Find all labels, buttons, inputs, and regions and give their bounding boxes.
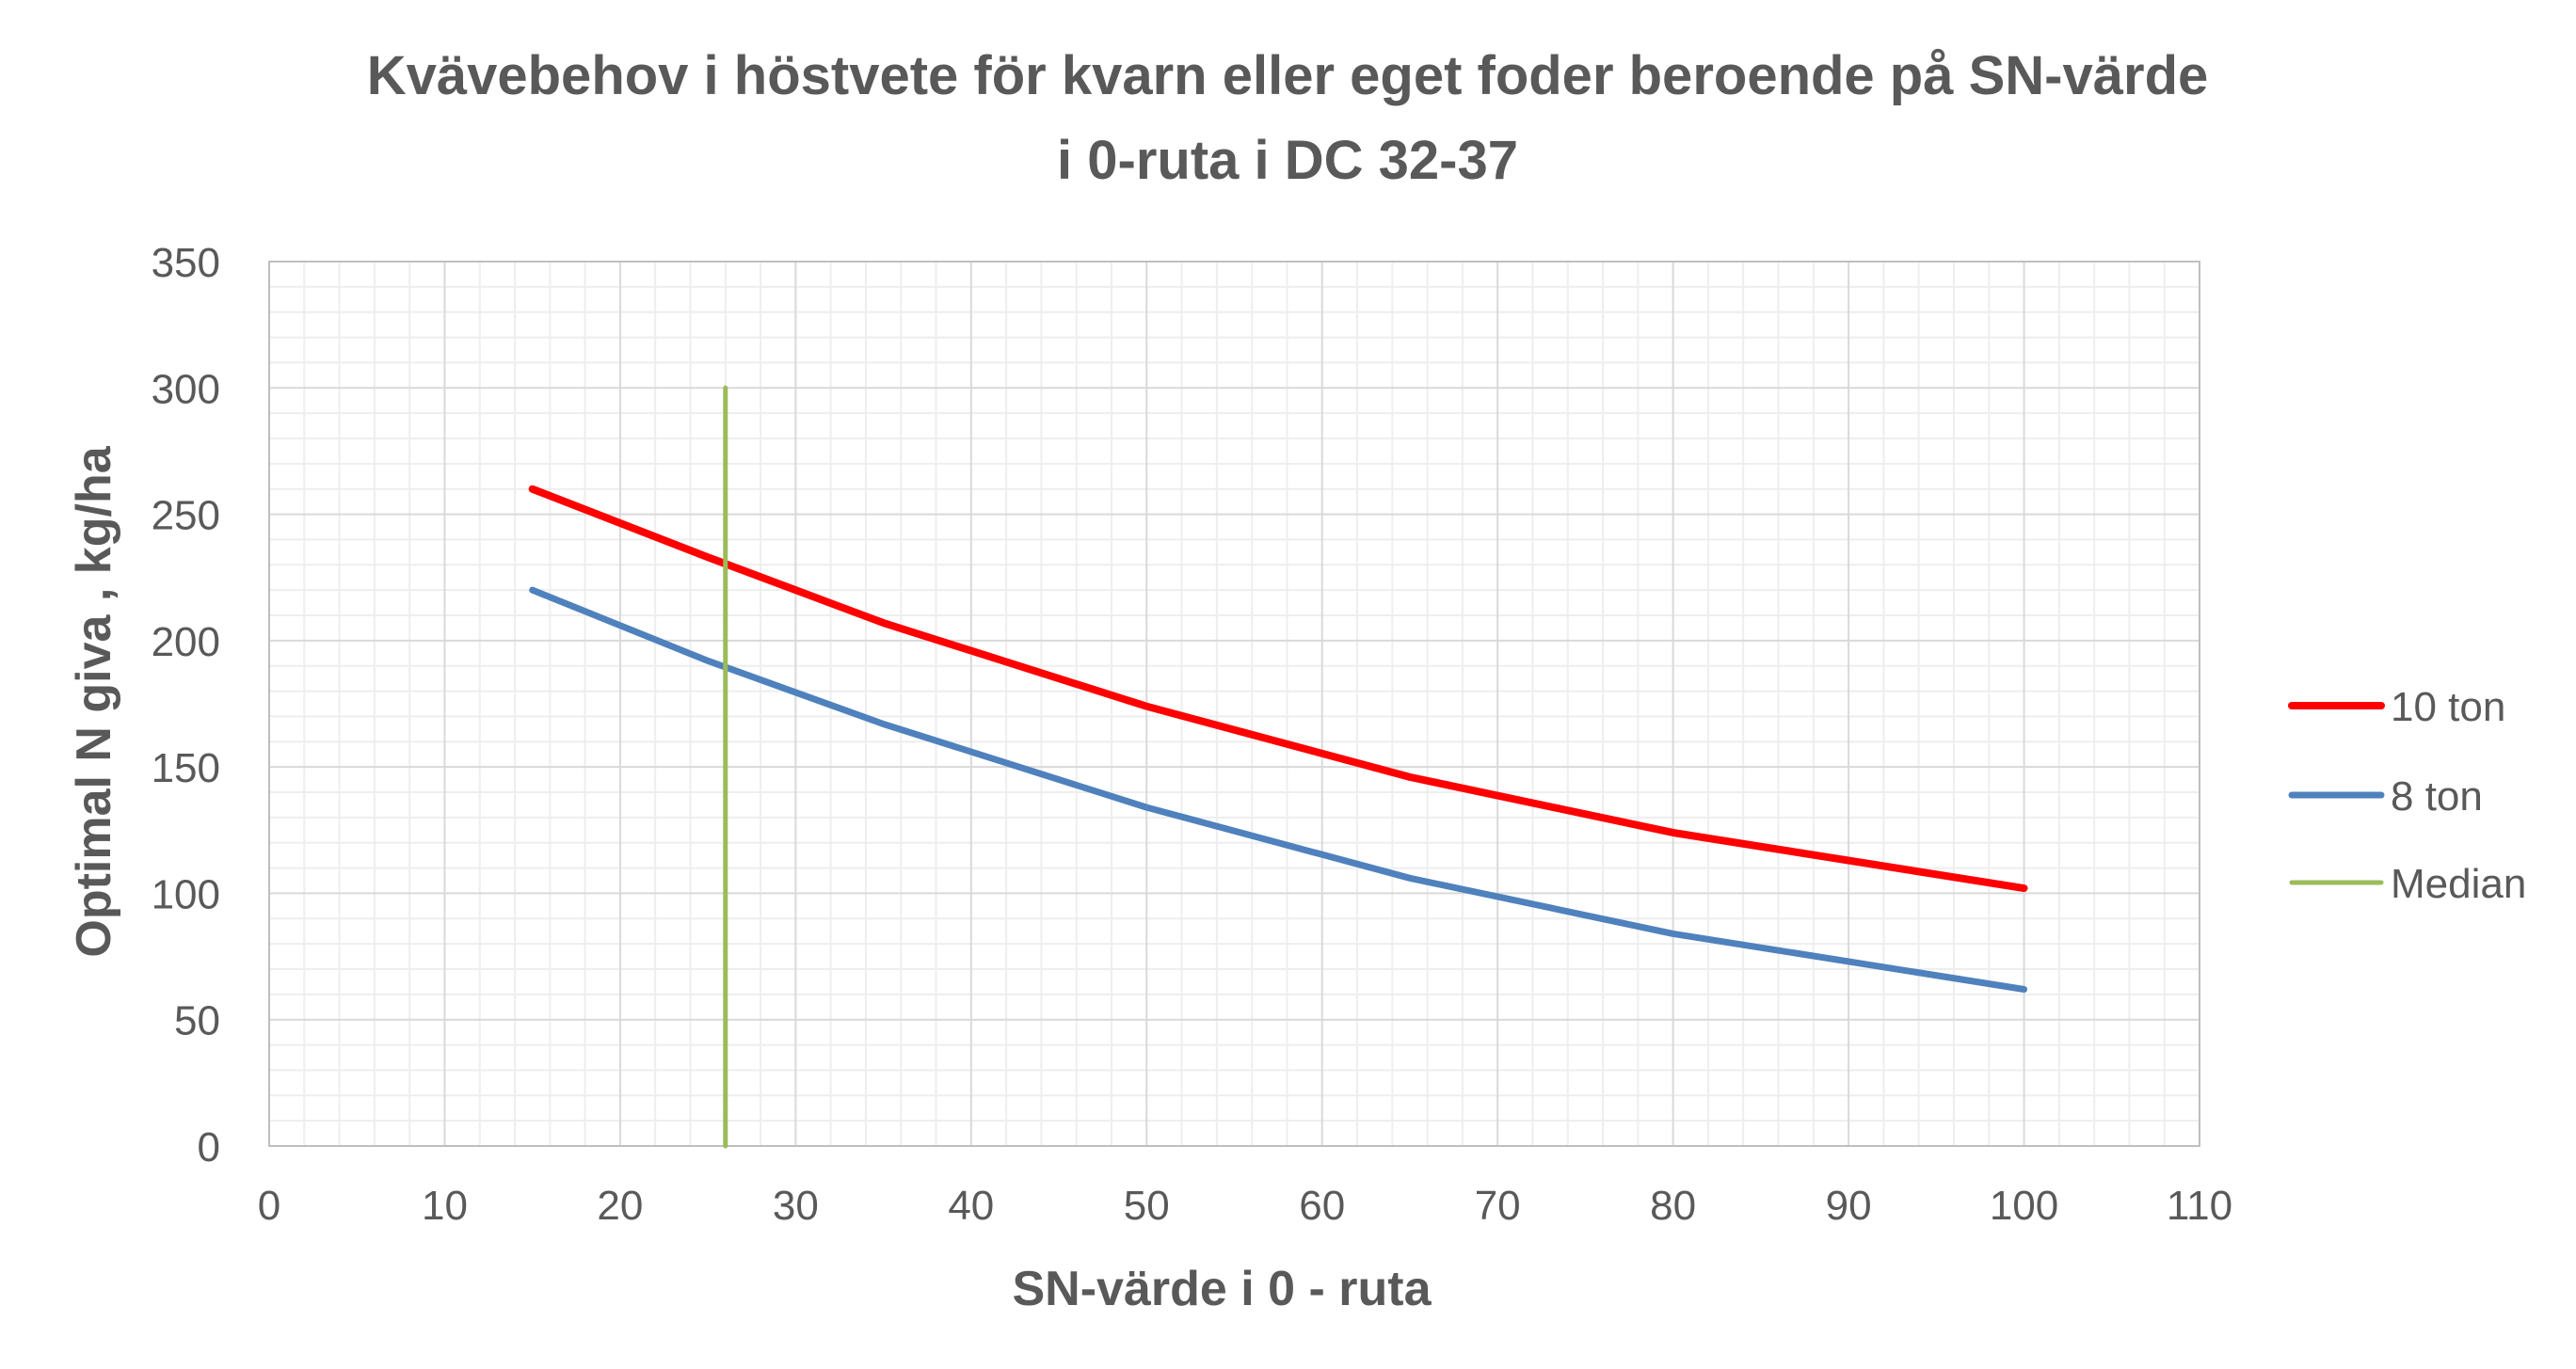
major-gridlines xyxy=(268,261,2200,1147)
x-tick-label: 70 xyxy=(1475,1183,1521,1229)
x-axis-tick-labels: 0 10 20 30 40 50 60 70 80 90 100 110 xyxy=(258,1183,2232,1229)
x-tick-label: 40 xyxy=(948,1183,994,1229)
x-tick-label: 50 xyxy=(1124,1183,1170,1229)
x-tick-label: 100 xyxy=(1990,1183,2058,1229)
y-tick-label: 0 xyxy=(198,1124,220,1170)
legend-label: 10 ton xyxy=(2391,684,2505,730)
series-line-0 xyxy=(528,485,2028,893)
x-axis-title: SN-värde i 0 - ruta xyxy=(1012,1262,1432,1316)
chart-title-line-2: i 0-ruta i DC 32-37 xyxy=(1057,130,1518,191)
minor-gridlines xyxy=(269,262,2200,1146)
y-tick-label: 200 xyxy=(152,619,220,665)
plot-area-border xyxy=(268,261,2200,1147)
x-tick-label: 30 xyxy=(773,1183,819,1229)
series-line-1 xyxy=(529,586,2028,993)
x-tick-label: 20 xyxy=(597,1183,643,1229)
y-tick-label: 250 xyxy=(152,493,220,539)
chart-title-line-1: Kvävebehov i höstvete för kvarn eller eg… xyxy=(367,45,2209,106)
x-tick-label: 80 xyxy=(1650,1183,1696,1229)
legend-label: Median xyxy=(2391,861,2526,907)
y-tick-label: 300 xyxy=(152,366,220,412)
y-tick-label: 150 xyxy=(152,745,220,791)
legend-label: 8 ton xyxy=(2391,773,2483,820)
y-tick-label: 50 xyxy=(174,998,220,1044)
x-tick-label: 0 xyxy=(258,1183,280,1229)
y-tick-label: 350 xyxy=(152,240,220,286)
y-tick-label: 100 xyxy=(152,871,220,917)
y-axis-tick-labels: 0 50 100 150 200 250 300 350 xyxy=(152,240,220,1170)
x-tick-label: 90 xyxy=(1826,1183,1872,1229)
x-tick-label: 60 xyxy=(1299,1183,1345,1229)
y-axis-title: Optimal N giva , kg/ha xyxy=(67,445,121,957)
x-tick-label: 10 xyxy=(422,1183,468,1229)
legend: 10 ton 8 ton Median xyxy=(2288,684,2526,907)
series-layer xyxy=(528,385,2028,1149)
x-tick-label: 110 xyxy=(2167,1183,2232,1229)
